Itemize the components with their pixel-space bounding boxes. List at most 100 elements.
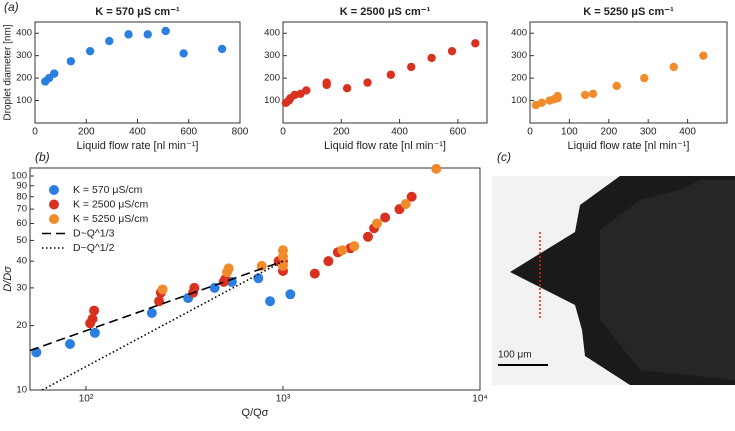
x-tick-label: 200 bbox=[600, 127, 617, 138]
chart-title: K = 570 μS cm⁻¹ bbox=[95, 6, 180, 18]
data-point bbox=[154, 296, 165, 307]
data-point bbox=[146, 307, 157, 318]
x-tick-label: 400 bbox=[679, 127, 696, 138]
data-point bbox=[277, 260, 288, 271]
y-tick-label: 200 bbox=[264, 73, 280, 84]
data-point bbox=[87, 313, 98, 324]
y-tick-label: 70 bbox=[16, 204, 27, 215]
plot-frame bbox=[29, 167, 481, 391]
data-point bbox=[400, 198, 411, 209]
data-point bbox=[699, 51, 708, 60]
data-point bbox=[89, 305, 100, 316]
x-tick-label: 10³ bbox=[276, 394, 291, 405]
data-point bbox=[105, 36, 114, 46]
data-point bbox=[447, 46, 457, 56]
y-tick-label: 400 bbox=[264, 28, 280, 39]
data-point bbox=[143, 30, 152, 39]
data-point bbox=[277, 245, 288, 256]
data-point bbox=[65, 339, 76, 350]
data-point bbox=[85, 46, 95, 56]
data-point bbox=[537, 98, 547, 108]
legend-label: K = 2500 μS/cm bbox=[73, 198, 148, 210]
data-point bbox=[309, 268, 320, 279]
panel-label: (a) bbox=[4, 0, 19, 14]
legend-marker bbox=[49, 185, 59, 195]
y-tick-label: 400 bbox=[511, 28, 527, 39]
data-point bbox=[349, 241, 360, 252]
y-tick-label: 80 bbox=[16, 191, 27, 202]
data-point bbox=[265, 296, 276, 307]
x-tick-label: 600 bbox=[180, 127, 197, 138]
y-tick-label: 300 bbox=[264, 50, 280, 61]
legend-label: K = 5250 μS/cm bbox=[73, 213, 148, 225]
y-tick-label: 100 bbox=[16, 95, 32, 106]
data-point bbox=[323, 256, 334, 267]
y-tick-label: 50 bbox=[16, 235, 27, 246]
reference-line bbox=[29, 260, 284, 352]
data-point bbox=[157, 284, 168, 295]
x-tick-label: 10² bbox=[79, 394, 94, 405]
x-tick-label: 600 bbox=[450, 127, 467, 138]
data-point bbox=[363, 78, 372, 87]
data-point bbox=[209, 282, 220, 293]
y-axis-label: Droplet diameter [nm] bbox=[3, 24, 14, 120]
y-tick-label: 60 bbox=[16, 218, 27, 229]
data-point bbox=[406, 191, 417, 202]
x-tick-label: 200 bbox=[333, 127, 350, 138]
x-tick-label: 10⁴ bbox=[472, 394, 487, 405]
data-point bbox=[179, 49, 188, 58]
legend-label: K = 570 μS/cm bbox=[73, 184, 143, 196]
plot-frame bbox=[34, 21, 241, 124]
legend-marker bbox=[49, 199, 59, 210]
y-tick-label: 300 bbox=[511, 50, 527, 61]
data-point bbox=[337, 245, 348, 256]
data-point bbox=[640, 73, 649, 83]
data-point bbox=[302, 86, 311, 95]
data-point bbox=[322, 78, 331, 87]
data-point bbox=[161, 26, 170, 36]
y-tick-label: 40 bbox=[16, 256, 27, 267]
data-point bbox=[407, 62, 416, 72]
x-tick-label: 400 bbox=[129, 127, 146, 138]
x-tick-label: 100 bbox=[561, 127, 578, 138]
x-tick-label: 400 bbox=[391, 127, 408, 138]
x-tick-label: 800 bbox=[232, 127, 249, 138]
data-point bbox=[580, 90, 590, 100]
y-tick-label: 300 bbox=[16, 50, 32, 61]
y-tick-label: 100 bbox=[264, 95, 280, 106]
data-point bbox=[50, 69, 59, 78]
data-point bbox=[256, 260, 267, 271]
legend-marker bbox=[49, 214, 59, 224]
scale-bar-label: 100 μm bbox=[498, 350, 532, 361]
x-axis-label: Liquid flow rate [nl min⁻¹] bbox=[77, 140, 199, 152]
data-point bbox=[89, 327, 100, 338]
data-point bbox=[124, 30, 133, 39]
data-point bbox=[431, 163, 442, 174]
y-tick-label: 10 bbox=[16, 385, 27, 396]
reference-line bbox=[41, 260, 284, 391]
x-tick-label: 0 bbox=[32, 127, 38, 138]
data-point bbox=[217, 44, 227, 54]
data-point bbox=[223, 263, 234, 274]
x-tick-label: 300 bbox=[640, 127, 657, 138]
panel-label: (b) bbox=[35, 150, 50, 164]
y-tick-label: 100 bbox=[11, 171, 27, 182]
y-tick-label: 100 bbox=[511, 95, 527, 106]
data-point bbox=[669, 62, 679, 72]
plot-frame bbox=[282, 21, 488, 124]
data-point bbox=[362, 231, 373, 242]
x-axis-label: Liquid flow rate [nl min⁻¹] bbox=[324, 140, 446, 152]
y-tick-label: 90 bbox=[16, 180, 27, 191]
data-point bbox=[342, 84, 352, 93]
plot-frame bbox=[529, 21, 728, 124]
y-tick-label: 400 bbox=[16, 28, 32, 39]
data-point bbox=[588, 89, 598, 99]
micrograph: 100 μm (c) bbox=[492, 150, 735, 385]
data-point bbox=[553, 91, 562, 101]
data-point bbox=[189, 282, 200, 293]
chart-title: K = 2500 μS cm⁻¹ bbox=[340, 6, 431, 18]
data-point bbox=[285, 289, 296, 300]
data-point bbox=[471, 39, 480, 48]
data-point bbox=[371, 218, 382, 229]
